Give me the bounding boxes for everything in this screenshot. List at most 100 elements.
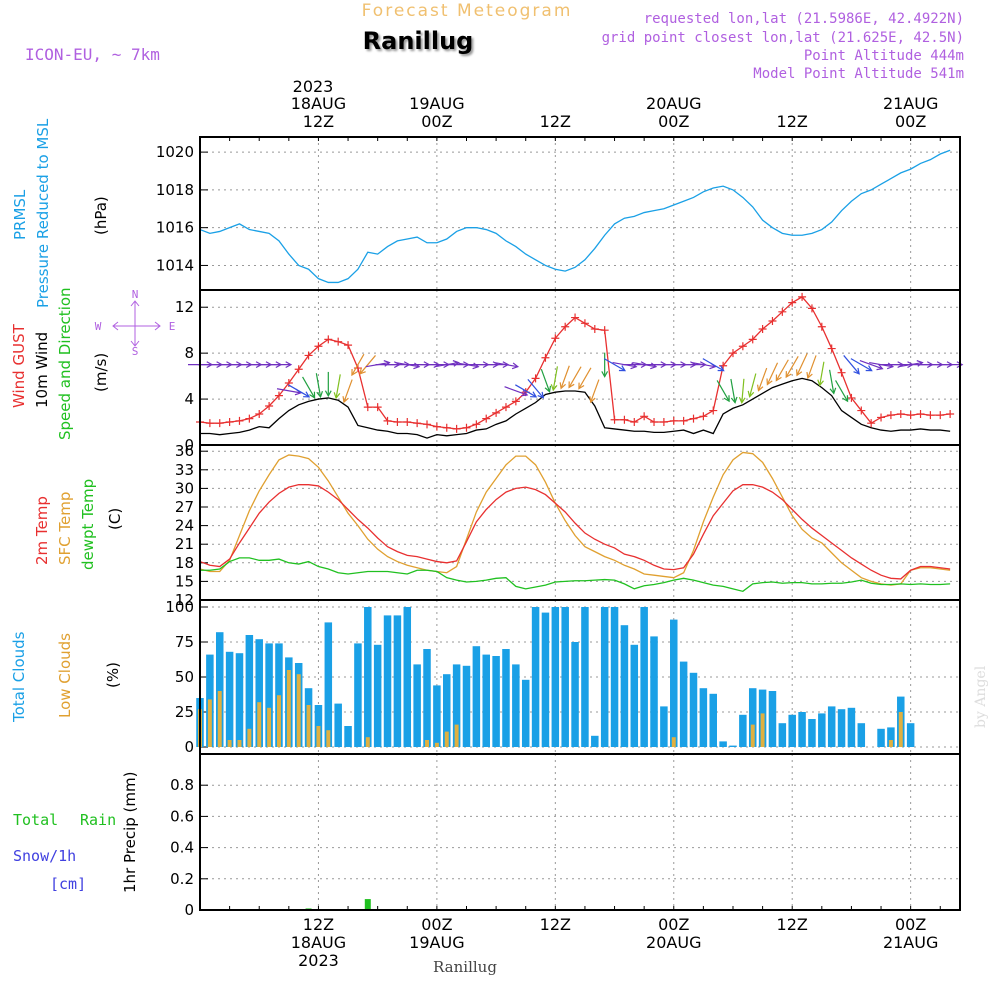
total-cloud-bar xyxy=(482,654,490,747)
wind-gust-line-marker xyxy=(886,411,895,420)
wind-arrow-head xyxy=(876,363,884,371)
wind-gust-line-marker xyxy=(827,344,836,353)
temp-ytick-label: 33 xyxy=(175,461,194,479)
wind-arrow-head xyxy=(550,384,558,392)
location-title: Ranillug xyxy=(363,27,474,55)
wind-gust-line-marker xyxy=(304,351,313,360)
precip-ytick-label: 0.6 xyxy=(170,807,194,825)
low-cloud-bar xyxy=(760,713,765,747)
wind-gust-line-marker xyxy=(541,353,550,362)
wind-gust-line-marker xyxy=(432,422,441,431)
total-cloud-bar xyxy=(877,728,885,747)
wind-gust-line-marker xyxy=(728,349,737,358)
speed-dir-label: Speed and Direction xyxy=(56,287,74,440)
low-cloud-bar xyxy=(207,699,212,747)
wind-arrow-head xyxy=(568,381,575,389)
total-cloud-bar xyxy=(324,622,333,747)
wind-gust-line-marker xyxy=(334,337,343,346)
bottom-date-label: 20AUG xyxy=(646,933,701,952)
wind-gust-line-marker xyxy=(946,410,955,418)
wind-arrow-head xyxy=(738,397,746,405)
wind-gust-line-marker xyxy=(393,418,402,427)
bottom-date-label: 21AUG xyxy=(883,933,938,952)
wind-gust-line-marker xyxy=(738,342,747,351)
total-cloud-bar xyxy=(255,639,263,747)
wind-gust-line-marker xyxy=(561,322,570,331)
total-cloud-bar xyxy=(354,643,362,747)
low-cloud-bar xyxy=(898,712,903,747)
precip-unit: 1hr Precip (mm) xyxy=(121,772,139,893)
low-clouds-label: Low Clouds xyxy=(56,633,74,718)
wind-gust-line-marker xyxy=(837,368,846,377)
hpa-unit: (hPa) xyxy=(92,196,110,235)
bottom-hour-label: 00Z xyxy=(421,915,452,934)
requested-coords: requested lon,lat (21.5986E, 42.4922N) xyxy=(644,11,964,27)
wind-labels: Wind GUST 10m Wind Speed and Direction (… xyxy=(10,287,175,440)
wind-gust-line-marker xyxy=(344,341,353,350)
model-label: ICON-EU, ~ 7km xyxy=(25,45,160,64)
top-hour-label: 00Z xyxy=(895,112,926,131)
wind-direction-arrow xyxy=(504,386,528,396)
total-cloud-bar xyxy=(739,714,747,747)
wind-gust-line-marker xyxy=(492,408,501,417)
pressure-ytick-label: 1018 xyxy=(156,181,194,199)
bottom-hour-label: 12Z xyxy=(777,915,808,934)
wind-gust-line-marker xyxy=(857,406,866,415)
compass-w: W xyxy=(95,320,102,333)
total-cloud-bar xyxy=(857,723,866,747)
total-cloud-bar xyxy=(778,723,787,747)
top-hour-label: 12Z xyxy=(303,112,334,131)
wind-gust-line-marker xyxy=(580,319,589,328)
low-cloud-bar xyxy=(306,705,311,747)
wind-gust-line-marker xyxy=(472,420,481,429)
precip-ytick-label: 0.4 xyxy=(170,839,194,857)
wind-arrow-head xyxy=(806,371,813,380)
total-cloud-bar xyxy=(906,723,915,747)
wind-direction-arrow xyxy=(819,361,825,386)
total-cloud-bar xyxy=(433,685,441,747)
wind-direction-arrow xyxy=(315,373,322,397)
low-cloud-bar xyxy=(296,674,301,747)
wind-gust-line-marker xyxy=(916,410,925,418)
wind-direction-arrow xyxy=(796,353,808,376)
wind-gust-line-marker xyxy=(778,307,787,316)
wind-gust-line-marker xyxy=(274,391,283,400)
low-cloud-bar xyxy=(237,740,242,747)
wind-gust-line-marker xyxy=(501,403,510,412)
precip-ytick-label: 0.2 xyxy=(170,870,194,888)
total-cloud-bar xyxy=(561,607,569,747)
total-cloud-bar xyxy=(373,644,382,747)
t2m-label: 2m Temp xyxy=(33,496,51,565)
low-cloud-bar xyxy=(227,740,232,747)
wind-arrow-head xyxy=(537,391,545,399)
wind-gust-line-marker xyxy=(235,416,244,425)
wind-direction-arrow xyxy=(351,353,365,376)
wind-gust-line-marker xyxy=(600,326,609,335)
wind-direction-arrow xyxy=(807,355,817,379)
temp-ytick-label: 36 xyxy=(175,442,194,460)
compass-icon xyxy=(112,300,161,347)
wind-arrow-head xyxy=(559,382,566,390)
wind-arrow-head xyxy=(956,361,964,369)
total-cloud-bar xyxy=(452,664,461,747)
wind-direction-arrow xyxy=(276,388,301,394)
wind-arrow-head xyxy=(342,396,349,404)
low-cloud-bar xyxy=(247,728,252,747)
wind-gust-line-marker xyxy=(877,413,886,422)
total-cloud-bar xyxy=(679,661,688,747)
wind-direction-arrow xyxy=(568,366,582,388)
wind-arrow-head xyxy=(766,378,773,386)
clouds-ytick-label: 0 xyxy=(184,738,194,756)
total-cloud-bar xyxy=(640,607,648,747)
wind-direction-arrow xyxy=(749,373,757,397)
total-cloud-bar xyxy=(364,607,372,747)
low-cloud-bar xyxy=(286,670,291,747)
bottom-date-label: 19AUG xyxy=(409,933,464,952)
wind-gust-line-marker xyxy=(867,419,876,428)
wind-arrow-head xyxy=(521,390,529,397)
total-cloud-bar xyxy=(827,706,836,747)
temp-labels: 2m Temp SFC Temp dewpt Temp (C) xyxy=(33,479,124,570)
top-year: 2023 xyxy=(293,77,334,96)
low-cloud-bar xyxy=(276,695,281,747)
wind-gust-line-marker xyxy=(758,325,767,334)
